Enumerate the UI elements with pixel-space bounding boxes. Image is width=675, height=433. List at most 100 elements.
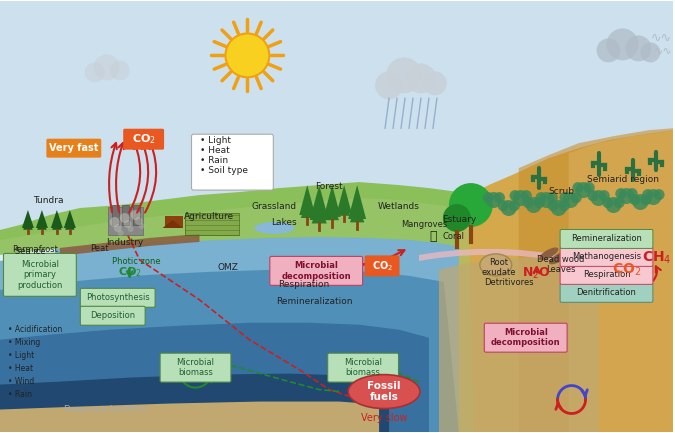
Text: • Light: • Light [200, 136, 230, 145]
Bar [108, 207, 142, 235]
Text: Mangroves: Mangroves [401, 220, 447, 229]
Polygon shape [568, 130, 674, 433]
Polygon shape [0, 270, 459, 433]
Polygon shape [0, 249, 55, 261]
Circle shape [641, 194, 651, 205]
Polygon shape [36, 210, 48, 228]
Circle shape [449, 183, 493, 227]
Text: ∿∿: ∿∿ [651, 32, 672, 45]
Circle shape [645, 189, 662, 205]
Circle shape [94, 55, 119, 81]
FancyBboxPatch shape [3, 253, 76, 296]
Circle shape [110, 217, 119, 227]
Circle shape [614, 197, 624, 208]
FancyBboxPatch shape [560, 247, 653, 266]
Polygon shape [52, 219, 61, 230]
FancyBboxPatch shape [47, 139, 101, 158]
Text: Root
exudate: Root exudate [481, 258, 516, 277]
Circle shape [591, 190, 607, 206]
Circle shape [526, 197, 541, 213]
Text: Deposition: Deposition [90, 311, 135, 320]
Circle shape [570, 192, 582, 203]
Text: • Mixing: • Mixing [8, 338, 40, 347]
FancyBboxPatch shape [560, 283, 653, 302]
Text: CO$_2$: CO$_2$ [132, 132, 155, 146]
Text: Very slow: Very slow [361, 413, 407, 423]
Polygon shape [163, 220, 182, 228]
Polygon shape [350, 202, 365, 223]
FancyBboxPatch shape [364, 255, 400, 276]
Circle shape [501, 200, 517, 216]
Polygon shape [312, 203, 327, 223]
Circle shape [406, 63, 436, 93]
Circle shape [599, 190, 610, 201]
Ellipse shape [254, 222, 294, 234]
FancyBboxPatch shape [160, 353, 231, 382]
Text: Methanogenesis: Methanogenesis [572, 252, 641, 262]
Text: Microbial
decomposition: Microbial decomposition [491, 328, 560, 347]
Polygon shape [0, 182, 479, 433]
Polygon shape [23, 219, 32, 230]
Text: Industry: Industry [106, 238, 143, 247]
Circle shape [584, 182, 595, 193]
Text: OMZ: OMZ [217, 263, 238, 272]
Circle shape [626, 36, 651, 61]
Circle shape [602, 197, 614, 208]
Text: Remineralization: Remineralization [571, 234, 642, 243]
Circle shape [443, 204, 471, 232]
Text: Scrub: Scrub [549, 187, 574, 196]
Polygon shape [0, 401, 379, 433]
Text: Wetlands: Wetlands [378, 202, 420, 211]
Polygon shape [310, 185, 329, 220]
Circle shape [626, 188, 638, 199]
Ellipse shape [348, 375, 420, 408]
FancyBboxPatch shape [327, 353, 398, 382]
Polygon shape [337, 185, 352, 213]
Bar [165, 216, 182, 228]
Text: Deep-sea benthos: Deep-sea benthos [63, 405, 146, 414]
Polygon shape [324, 185, 341, 217]
Text: CO$_2$: CO$_2$ [612, 262, 641, 278]
Circle shape [539, 192, 555, 208]
Circle shape [632, 194, 649, 210]
Circle shape [117, 230, 124, 236]
Bar [133, 205, 140, 225]
Text: CO$_2$: CO$_2$ [371, 259, 393, 273]
Polygon shape [64, 210, 76, 228]
Circle shape [522, 197, 534, 208]
Circle shape [560, 192, 570, 203]
Polygon shape [0, 374, 389, 433]
Text: Respiration: Respiration [279, 280, 330, 289]
Polygon shape [0, 198, 474, 433]
Circle shape [513, 190, 529, 206]
Polygon shape [22, 210, 34, 228]
Polygon shape [0, 237, 459, 433]
FancyBboxPatch shape [80, 306, 145, 325]
Text: Sea ice: Sea ice [15, 247, 45, 256]
Text: Semiarid region: Semiarid region [587, 175, 659, 184]
Circle shape [618, 188, 634, 204]
Ellipse shape [549, 252, 568, 265]
Ellipse shape [539, 247, 558, 260]
FancyBboxPatch shape [484, 323, 567, 352]
Text: • Soil type: • Soil type [200, 165, 248, 174]
Circle shape [119, 213, 130, 223]
Polygon shape [51, 210, 63, 228]
Polygon shape [65, 219, 75, 230]
Text: Peat: Peat [90, 244, 109, 253]
Circle shape [138, 223, 144, 229]
Text: Dead wood
Leaves: Dead wood Leaves [537, 255, 585, 274]
Circle shape [572, 182, 584, 193]
Text: • Light: • Light [8, 351, 34, 360]
Polygon shape [325, 201, 339, 220]
Text: Photosynthesis: Photosynthesis [86, 293, 150, 302]
Circle shape [110, 60, 130, 81]
Polygon shape [518, 128, 674, 433]
FancyBboxPatch shape [192, 134, 273, 190]
Polygon shape [37, 219, 47, 230]
Text: Fossil
fuels: Fossil fuels [367, 381, 401, 402]
Circle shape [535, 192, 547, 203]
Circle shape [128, 226, 134, 232]
Circle shape [510, 190, 520, 201]
Text: CO$_2$: CO$_2$ [117, 265, 142, 279]
